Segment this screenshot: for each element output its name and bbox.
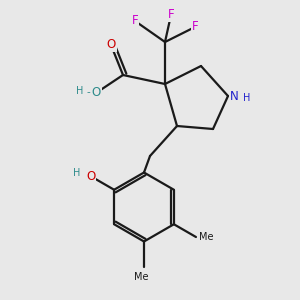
Text: O: O	[92, 86, 100, 100]
Text: -: -	[86, 87, 90, 98]
Text: O: O	[86, 170, 95, 183]
Text: Me: Me	[199, 232, 214, 242]
Text: O: O	[106, 38, 116, 52]
Text: F: F	[132, 14, 138, 28]
Text: F: F	[192, 20, 198, 34]
Text: H: H	[243, 93, 250, 103]
Text: N: N	[230, 89, 239, 103]
Text: Me: Me	[134, 272, 148, 281]
Text: H: H	[73, 168, 80, 178]
Text: H: H	[76, 86, 83, 97]
Text: F: F	[168, 8, 174, 22]
Text: N: N	[230, 89, 239, 103]
